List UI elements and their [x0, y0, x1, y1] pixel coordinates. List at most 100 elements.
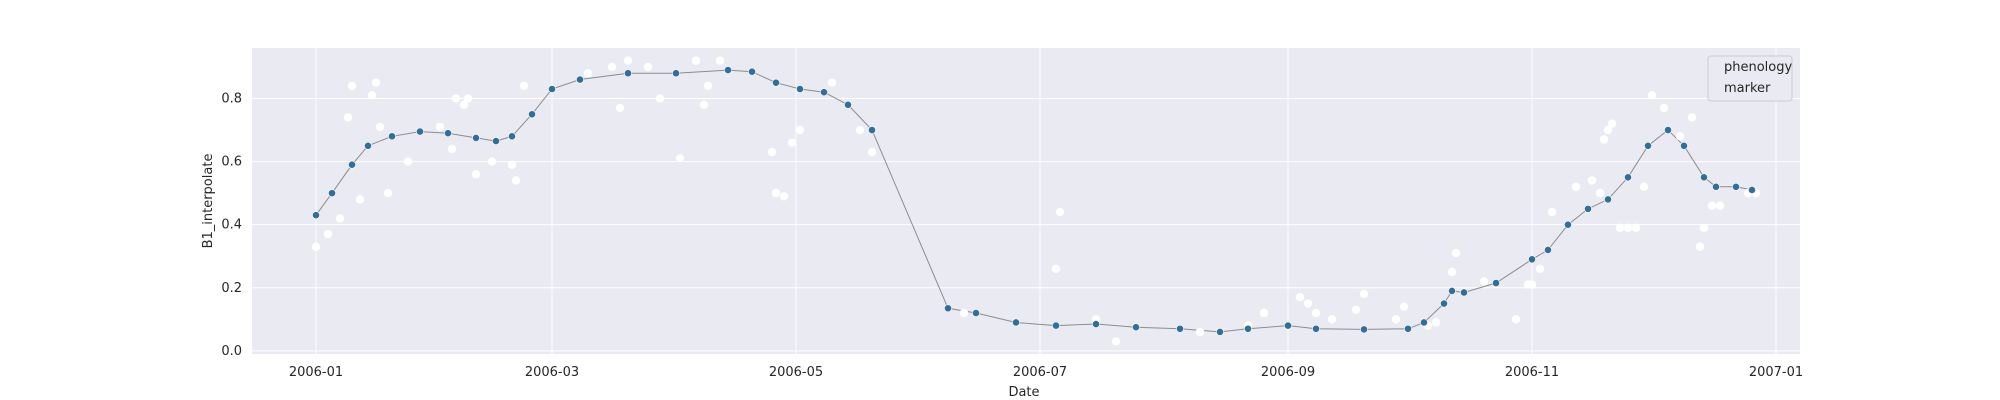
interpolated-point	[1052, 321, 1060, 330]
x-tick-label: 2006-03	[525, 365, 579, 380]
raw-point	[779, 192, 789, 201]
raw-point	[771, 188, 781, 198]
interpolated-point	[820, 88, 828, 97]
y-tick-label: 0.2	[221, 281, 242, 296]
raw-point	[615, 103, 625, 113]
x-tick-labels: 2006-01 2006-03 2006-05 2006-07 2006-09 2006-…	[289, 365, 1803, 380]
raw-point	[643, 62, 653, 72]
raw-point	[471, 169, 481, 179]
raw-point	[855, 125, 865, 135]
raw-point	[343, 113, 353, 122]
interpolated-point	[1460, 288, 1468, 297]
legend-entry-phenology: phenology	[1724, 60, 1792, 75]
raw-point	[959, 308, 969, 318]
x-tick-label: 2006-05	[769, 365, 823, 380]
x-tick-label: 2006-09	[1261, 365, 1315, 380]
raw-point	[451, 94, 461, 103]
interpolated-point	[1664, 126, 1672, 134]
raw-point	[1195, 327, 1205, 337]
interpolated-point	[1284, 321, 1292, 330]
raw-point	[703, 81, 713, 91]
raw-point	[655, 94, 665, 103]
raw-point	[715, 56, 725, 65]
interpolated-point	[1440, 299, 1448, 308]
raw-point	[1391, 315, 1401, 324]
interpolated-points	[312, 66, 1756, 336]
raw-point	[1259, 308, 1269, 318]
interpolated-point	[348, 160, 356, 169]
interpolated-point	[1528, 255, 1536, 264]
interpolated-point	[472, 134, 480, 142]
raw-point	[1451, 248, 1461, 258]
interpolated-point	[388, 132, 396, 141]
raw-point	[1631, 223, 1641, 233]
interpolated-point	[972, 309, 980, 317]
raw-point	[323, 229, 333, 239]
raw-point	[335, 214, 345, 223]
y-tick-label: 0.8	[221, 91, 242, 106]
raw-point	[1111, 337, 1121, 346]
raw-point	[1699, 223, 1709, 233]
raw-point	[1051, 264, 1061, 274]
raw-point	[383, 188, 393, 198]
raw-point	[1359, 289, 1369, 299]
raw-point	[1535, 264, 1545, 274]
raw-point	[1603, 125, 1613, 135]
raw-point	[1511, 315, 1521, 324]
raw-point	[1615, 223, 1625, 233]
x-tick-label: 2006-11	[1505, 365, 1559, 380]
raw-point	[1707, 201, 1717, 210]
raw-point	[767, 147, 777, 157]
raw-point	[1639, 182, 1649, 192]
x-tick-label: 2007-01	[1749, 365, 1803, 380]
raw-point	[827, 78, 837, 87]
raw-point	[691, 56, 701, 65]
raw-point	[1399, 302, 1409, 311]
interpolated-point	[1092, 320, 1100, 328]
raw-point	[1431, 318, 1441, 327]
raw-point	[795, 125, 805, 135]
interpolated-point	[1012, 318, 1020, 327]
interpolated-point	[1624, 173, 1632, 182]
raw-point	[1687, 113, 1697, 122]
interpolated-point	[944, 304, 952, 313]
raw-point	[1055, 207, 1065, 217]
raw-point	[1623, 223, 1633, 233]
y-tick-label: 0.6	[221, 155, 242, 170]
raw-point	[1571, 182, 1581, 192]
raw-point	[1595, 188, 1605, 198]
x-tick-label: 2006-07	[1013, 365, 1067, 380]
interpolated-point	[1700, 173, 1708, 182]
raw-point	[1527, 280, 1537, 289]
raw-point	[1599, 135, 1609, 144]
interpolated-point	[1732, 182, 1740, 191]
interpolated-point	[312, 211, 320, 220]
interpolated-point	[672, 69, 680, 78]
raw-point	[787, 138, 797, 147]
raw-point	[1607, 119, 1617, 128]
raw-point	[583, 69, 593, 78]
interpolated-point	[328, 189, 336, 198]
x-axis-label: Date	[1008, 385, 1039, 400]
raw-point	[1587, 176, 1597, 185]
raw-point	[1479, 277, 1489, 286]
raw-point	[1327, 315, 1337, 324]
y-axis-label: B1_interpolate	[201, 154, 216, 249]
legend: phenology marker	[1707, 55, 1793, 102]
raw-point	[447, 144, 457, 154]
raw-point	[1295, 293, 1305, 302]
interpolated-point	[364, 141, 372, 150]
interpolated-point	[1680, 141, 1688, 150]
y-tick-label: 0.0	[221, 344, 242, 359]
raw-point	[1647, 91, 1657, 100]
raw-point	[403, 157, 413, 166]
interpolated-point	[1132, 323, 1140, 332]
raw-point	[435, 122, 445, 132]
raw-point	[519, 81, 529, 91]
raw-point	[623, 56, 633, 65]
raw-point	[1351, 305, 1361, 315]
raw-point	[463, 94, 473, 103]
interpolated-point	[1216, 328, 1224, 336]
raw-point	[311, 242, 321, 251]
